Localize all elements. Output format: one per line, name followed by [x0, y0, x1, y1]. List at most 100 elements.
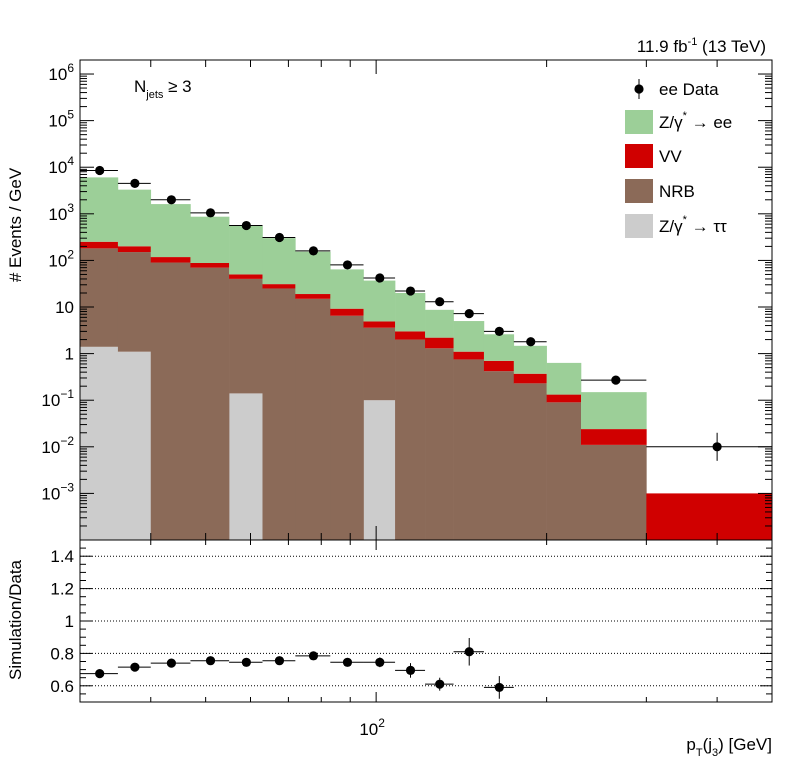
luminosity-label: 11.9 fb-1 (13 TeV) — [637, 36, 766, 56]
histogram-bar — [262, 238, 296, 285]
y-tick-label: 103 — [48, 201, 74, 224]
histogram-bar — [513, 383, 547, 540]
ratio-y-tick-label: 1 — [65, 612, 74, 631]
histogram-bar — [513, 345, 547, 374]
ratio-point — [342, 657, 353, 667]
data-point — [130, 178, 140, 188]
y-tick-label: 1 — [65, 345, 74, 364]
legend-swatch — [625, 144, 653, 168]
y-tick-label: 10 — [55, 298, 74, 317]
data-point — [611, 375, 621, 385]
ratio-point — [464, 647, 474, 657]
legend-label-data: ee Data — [659, 80, 719, 99]
ratio-point — [405, 665, 416, 676]
histogram-bar — [150, 262, 191, 540]
histogram-bar — [453, 359, 485, 540]
ratio-point — [95, 669, 105, 679]
selection-label: Njets ≥ 3 — [134, 77, 192, 101]
histogram-bar — [395, 331, 426, 340]
x-tick-label: 102 — [359, 716, 385, 739]
histogram-bar — [363, 400, 396, 540]
ratio-point — [308, 651, 319, 661]
histogram-bar — [363, 280, 396, 322]
histogram-bar — [229, 278, 263, 394]
histogram-bar — [295, 294, 331, 299]
histogram-bar — [483, 371, 515, 540]
histogram-bar — [330, 315, 364, 540]
ratio-point — [435, 679, 445, 689]
y-tick-label: 10−2 — [41, 434, 74, 457]
legend: ee Data Z/γ* → ee VV NRB Z/γ* → ττ — [625, 79, 732, 238]
y-tick-label: 10−3 — [41, 480, 74, 503]
data-point — [95, 165, 105, 176]
legend-label: VV — [659, 147, 682, 166]
histogram-bar — [581, 444, 647, 540]
histogram-bar — [453, 321, 485, 352]
ratio-point — [166, 658, 176, 668]
data-point — [375, 273, 385, 283]
histogram-bar — [229, 274, 263, 279]
legend-swatch — [625, 214, 653, 238]
main-plot-panel: 10−3 10−2 10−1 1 10 102 103 104 105 106 ee Data Z/… — [41, 59, 773, 541]
histogram-bar — [483, 334, 515, 361]
histogram-bar — [190, 216, 230, 264]
legend-label: Z/γ* → ττ — [659, 214, 727, 236]
histogram-bar — [330, 308, 364, 316]
ratio-y-axis-label: Simulation/Data — [6, 559, 25, 680]
legend-swatch — [625, 179, 653, 203]
ratio-y-tick-label: 0.6 — [50, 677, 74, 696]
data-point — [274, 232, 285, 243]
histogram-bar — [190, 267, 230, 540]
histogram-bar — [295, 251, 331, 295]
data-point — [342, 260, 353, 270]
histogram-bar — [229, 393, 263, 540]
histogram-bar — [546, 402, 582, 540]
histogram-bar — [150, 204, 191, 258]
histogram-bar — [546, 362, 582, 395]
histogram-bar — [295, 298, 331, 540]
histogram-bar — [262, 288, 296, 540]
ratio-point — [274, 656, 285, 666]
data-point — [435, 297, 445, 307]
histogram-bar — [150, 257, 191, 263]
histogram-bar — [80, 177, 119, 242]
histogram-bar — [581, 429, 647, 445]
histogram-bar — [395, 292, 426, 332]
top-y-axis-label: # Events / GeV — [6, 167, 25, 282]
ratio-point — [205, 656, 216, 666]
data-point — [205, 208, 216, 218]
ratio-plot-panel: 0.6 0.8 1 1.2 1.4 — [50, 539, 773, 703]
histogram-bar — [425, 309, 454, 338]
histogram-bar — [117, 252, 152, 352]
histogram-bar — [453, 351, 485, 360]
ratio-y-tick-label: 0.8 — [50, 644, 74, 663]
histogram-bar — [483, 360, 515, 372]
histogram-bar — [581, 392, 647, 430]
histogram-bar — [395, 339, 426, 540]
y-tick-label: 105 — [48, 108, 74, 131]
data-point — [526, 337, 536, 347]
histogram-bar — [646, 493, 773, 540]
ratio-y-tick-label: 1.4 — [50, 547, 74, 566]
histogram-bar — [80, 346, 119, 540]
histogram-bar — [425, 348, 454, 540]
legend-label: Z/γ* → ee — [659, 110, 732, 132]
histogram-bar — [117, 351, 152, 540]
y-tick-label: 10−1 — [41, 387, 74, 410]
data-point — [494, 326, 504, 336]
data-point — [308, 246, 319, 256]
y-tick-label: 104 — [48, 154, 74, 177]
ratio-point — [130, 662, 140, 672]
y-tick-label: 106 — [48, 61, 74, 84]
data-point — [405, 286, 416, 296]
x-axis-label: pT(j3) [GeV] — [686, 735, 772, 759]
ratio-point — [241, 657, 251, 667]
histogram-bar — [117, 246, 152, 253]
histogram-bar — [229, 225, 263, 275]
histogram-bar — [425, 337, 454, 349]
legend-data-marker — [634, 84, 644, 94]
histogram-bar — [117, 189, 152, 247]
histogram-bar — [546, 394, 582, 403]
legend-label: NRB — [659, 182, 695, 201]
ratio-y-tick-label: 1.2 — [50, 580, 74, 599]
